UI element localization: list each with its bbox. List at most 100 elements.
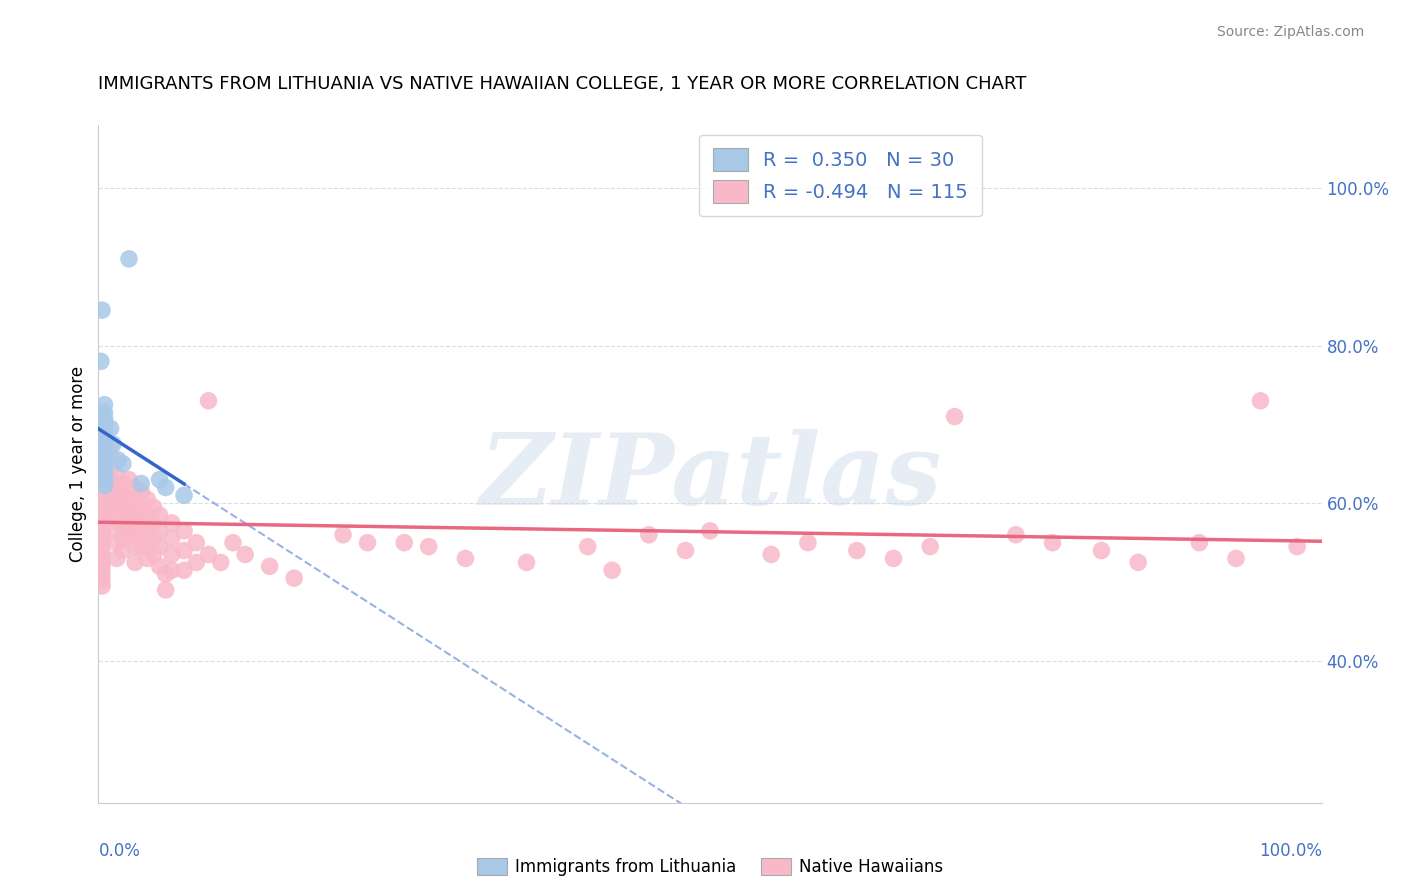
Point [93,440,115,454]
Point [100,449,122,463]
Point [129,476,152,491]
Point [93,471,115,485]
Text: 100.0%: 100.0% [1258,842,1322,860]
Point [111,520,134,534]
Point [111,476,134,491]
Point [118,516,141,530]
Point [576,540,599,554]
Point [142,500,165,515]
Point [100,437,122,451]
Point [149,524,172,538]
Point [101,437,124,451]
Point [105,551,128,566]
Point [222,535,245,549]
Point [111,543,134,558]
Point [91,492,114,507]
Point [91,549,114,564]
Point [699,524,721,538]
Point [91,303,114,318]
Legend: Immigrants from Lithuania, Native Hawaiians: Immigrants from Lithuania, Native Hawaii… [470,851,950,882]
Point [136,508,159,522]
Point [173,488,195,502]
Point [91,502,114,516]
Point [93,411,115,425]
Point [155,582,177,597]
Point [675,543,697,558]
Point [93,424,115,438]
Point [209,555,232,569]
Point [124,540,146,554]
Point [111,500,134,515]
Point [418,540,440,554]
Point [600,563,623,577]
Point [1225,551,1247,566]
Point [920,540,942,554]
Point [91,567,114,582]
Point [118,508,141,522]
Point [91,561,114,575]
Point [93,419,115,434]
Point [91,555,114,569]
Text: Source: ZipAtlas.com: Source: ZipAtlas.com [1216,25,1364,38]
Point [797,535,820,549]
Point [186,555,208,569]
Point [233,548,256,562]
Point [91,579,114,593]
Point [124,481,146,495]
Point [91,514,114,528]
Point [91,526,114,541]
Point [100,496,122,510]
Point [129,540,152,554]
Point [1090,543,1112,558]
Point [93,445,115,459]
Point [149,540,172,554]
Point [186,535,208,549]
Point [118,484,141,499]
Point [118,473,141,487]
Point [93,426,115,441]
Point [93,458,115,473]
Point [1042,535,1064,549]
Point [173,543,195,558]
Point [124,504,146,518]
Point [91,429,114,443]
Point [1250,393,1272,408]
Point [118,528,141,542]
Point [124,528,146,542]
Point [155,567,177,582]
Point [516,555,538,569]
Text: ZIPatlas: ZIPatlas [479,429,941,525]
Point [93,463,115,477]
Point [107,453,129,467]
Point [149,508,172,522]
Point [93,434,115,449]
Point [91,460,114,475]
Point [1128,555,1150,569]
Point [91,487,114,501]
Point [91,508,114,522]
Point [91,482,114,496]
Point [93,406,115,420]
Point [1286,540,1309,554]
Point [91,467,114,481]
Point [197,548,219,562]
Point [93,479,115,493]
Point [136,551,159,566]
Point [105,512,128,526]
Point [136,535,159,549]
Point [105,492,128,507]
Point [283,571,305,585]
Point [91,520,114,534]
Point [173,524,195,538]
Point [129,524,152,538]
Point [761,548,783,562]
Point [93,416,115,430]
Point [197,393,219,408]
Point [111,457,134,471]
Point [883,551,905,566]
Point [91,498,114,512]
Point [93,398,115,412]
Point [93,467,115,481]
Point [638,528,661,542]
Point [111,508,134,522]
